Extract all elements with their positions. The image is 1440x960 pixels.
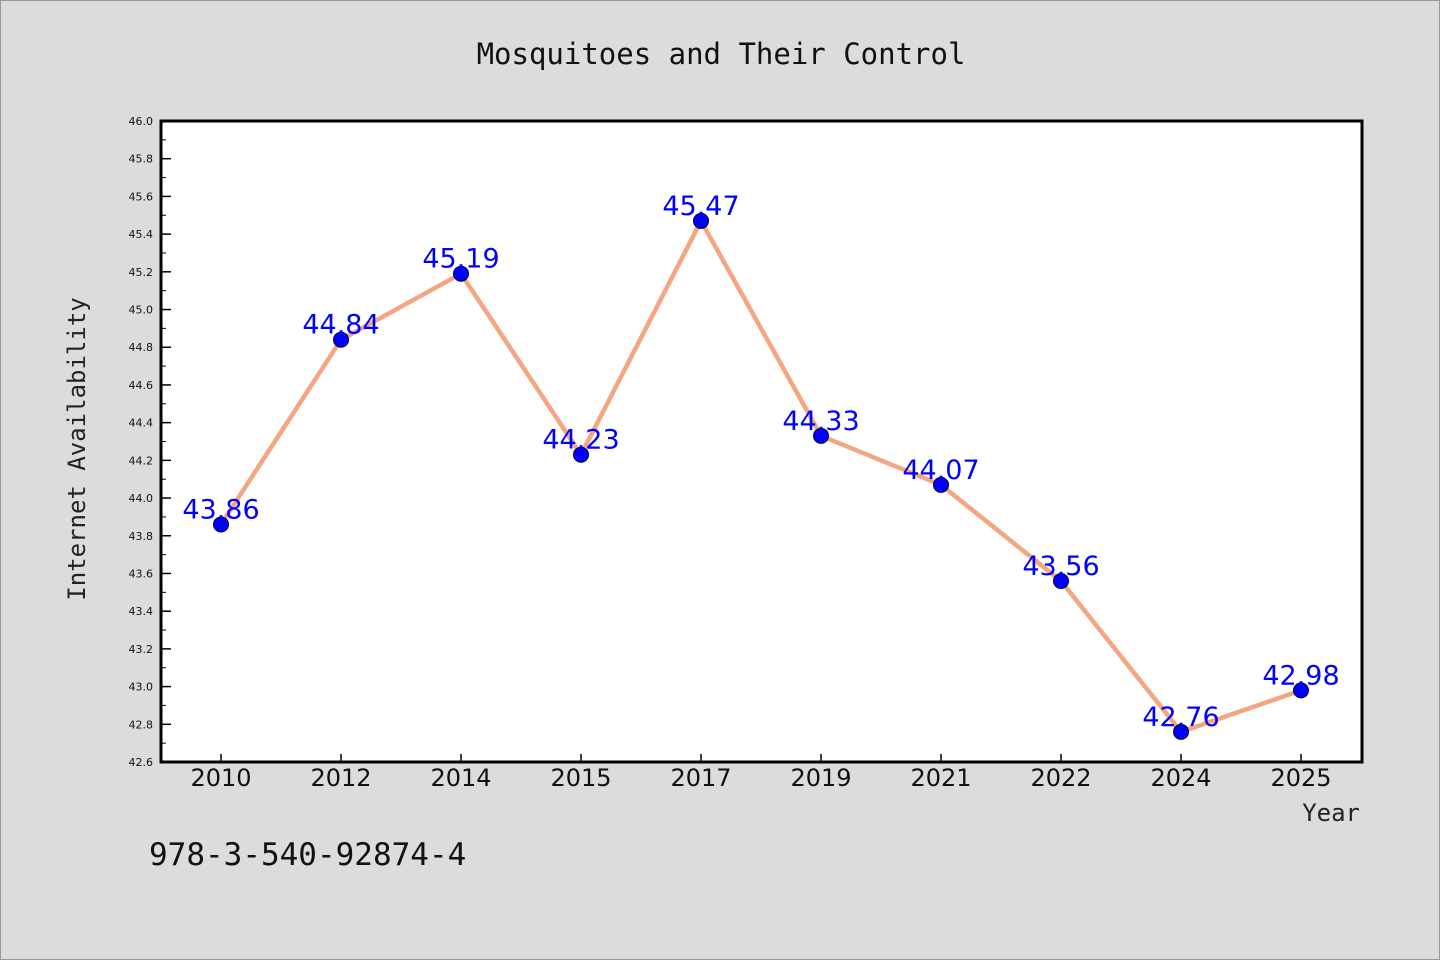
x-axis-label: Year	[1302, 799, 1360, 827]
data-point	[813, 427, 829, 444]
data-label: 42.76	[1142, 702, 1219, 733]
x-tick-label: 2015	[550, 764, 611, 792]
data-label: 43.86	[182, 494, 259, 525]
plot-area	[159, 119, 1364, 764]
data-label: 42.98	[1262, 660, 1339, 691]
y-tick-label: 42.6	[129, 756, 154, 769]
y-tick-label: 45.8	[129, 153, 154, 166]
x-tick-label: 2024	[1150, 764, 1211, 792]
y-tick-label: 43.6	[129, 567, 154, 580]
y-tick-label: 44.8	[129, 341, 154, 354]
y-axis-label: Internet Availability	[63, 297, 91, 600]
x-tick-label: 2022	[1030, 764, 1091, 792]
x-tick-label: 2014	[430, 764, 491, 792]
data-label: 44.07	[902, 455, 979, 486]
x-tick-label: 2025	[1270, 764, 1331, 792]
y-tick-label: 43.4	[129, 605, 154, 618]
y-tick-label: 44.4	[129, 417, 154, 430]
data-point	[1293, 682, 1309, 699]
y-tick-label: 46.0	[129, 115, 154, 128]
y-tick-label: 43.0	[129, 681, 154, 694]
isbn-text: 978-3-540-92874-4	[149, 837, 466, 873]
data-point	[573, 446, 589, 463]
data-label: 44.33	[782, 406, 859, 437]
y-tick-label: 44.6	[129, 379, 154, 392]
data-point	[213, 516, 229, 533]
chart-title: Mosquitoes and Their Control	[477, 37, 966, 71]
y-tick-label: 43.2	[129, 643, 154, 656]
x-tick-label: 2012	[310, 764, 371, 792]
data-label: 44.23	[542, 425, 619, 456]
data-point	[333, 331, 349, 348]
data-point	[933, 476, 949, 493]
data-point	[693, 212, 709, 229]
y-tick-label: 45.0	[129, 304, 154, 317]
data-label: 44.84	[302, 310, 379, 341]
data-label: 43.56	[1022, 551, 1099, 582]
y-tick-label: 44.0	[129, 492, 154, 505]
y-tick-label: 44.2	[129, 454, 154, 467]
x-tick-label: 2010	[190, 764, 251, 792]
y-tick-label: 45.6	[129, 190, 154, 203]
data-label: 45.47	[662, 191, 739, 222]
y-tick-label: 42.8	[129, 718, 154, 731]
y-tick-label: 43.8	[129, 530, 154, 543]
data-point	[1053, 573, 1069, 590]
data-label: 45.19	[422, 244, 499, 275]
y-axis: 42.6 42.8 43.0 43.2 43.4 43.6 43.8 44.0 44.2 44.4…	[129, 115, 171, 769]
x-tick-label: 2017	[670, 764, 731, 792]
series-group: 43.86 44.84 45.19 44.23 45.47 44.33 44.07 43.56…	[182, 191, 1340, 740]
y-tick-label: 45.4	[129, 228, 154, 241]
series-line	[218, 218, 1304, 735]
y-tick-label: 45.2	[129, 266, 154, 279]
x-tick-label: 2019	[790, 764, 851, 792]
data-point	[1173, 723, 1189, 740]
x-axis: 2010 2012 2014 2015 2017 2019 2021 2022 2024 2025	[190, 754, 1332, 792]
data-point	[453, 265, 469, 282]
x-tick-label: 2021	[910, 764, 971, 792]
